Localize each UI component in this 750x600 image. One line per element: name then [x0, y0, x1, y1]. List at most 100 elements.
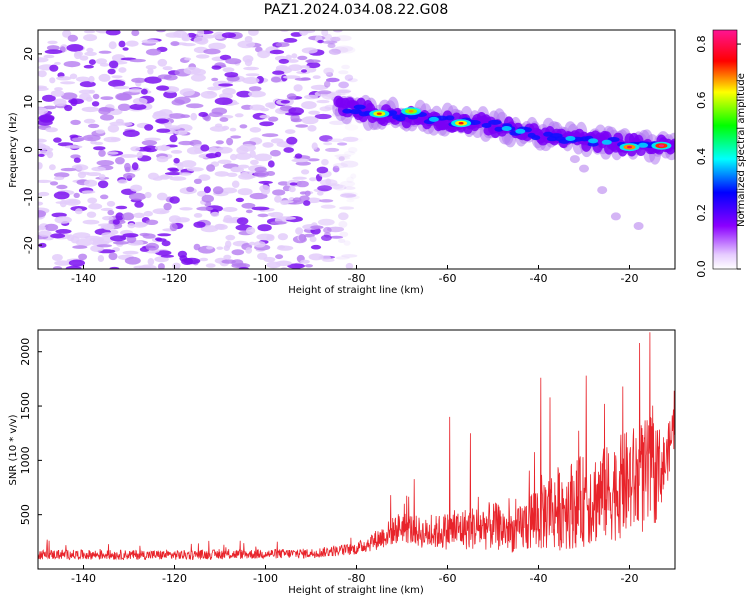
x-tick-label: -40	[530, 272, 548, 285]
noise-blob	[237, 164, 250, 169]
noise-blob	[278, 216, 296, 220]
noise-blob	[309, 236, 317, 243]
noise-blob	[239, 124, 248, 129]
noise-blob	[279, 200, 294, 204]
noise-blob	[304, 190, 311, 197]
noise-blob	[118, 40, 126, 48]
ridge-cyan	[428, 116, 439, 122]
noise-blob	[56, 76, 72, 81]
noise-blob	[323, 142, 333, 146]
noise-blob	[38, 191, 50, 197]
noise-blob	[234, 113, 244, 118]
noise-blob	[299, 195, 310, 202]
noise-blob	[338, 70, 349, 75]
noise-blob	[248, 90, 266, 98]
noise-blob	[340, 160, 359, 168]
noise-blob	[179, 88, 195, 97]
noise-blob	[210, 211, 220, 217]
noise-blob	[226, 137, 234, 146]
ridge-blue	[349, 109, 362, 115]
noise-blob	[112, 241, 129, 245]
noise-blob	[173, 157, 180, 164]
noise-blob	[83, 64, 94, 69]
noise-blob	[102, 216, 114, 221]
noise-blob	[161, 240, 171, 247]
noise-blob	[292, 176, 307, 180]
noise-blob	[308, 110, 320, 115]
noise-blob	[155, 118, 170, 124]
noise-blob	[67, 34, 79, 42]
noise-blob	[107, 151, 119, 155]
noise-blob	[236, 146, 249, 155]
noise-blob	[310, 244, 322, 250]
noise-blob	[334, 154, 352, 158]
noise-blob	[275, 254, 284, 260]
peak-center	[376, 112, 382, 115]
noise-blob	[306, 158, 320, 162]
noise-blob	[270, 221, 287, 225]
noise-blob	[193, 213, 203, 218]
noise-blob	[190, 74, 206, 82]
ridge-blue	[467, 120, 481, 125]
noise-blob	[205, 153, 219, 159]
noise-blob	[245, 209, 253, 214]
noise-blob	[319, 199, 334, 203]
noise-blob	[168, 113, 186, 119]
noise-blob	[216, 146, 233, 154]
noise-blob	[335, 88, 351, 96]
noise-blob	[100, 96, 114, 100]
noise-blob	[241, 202, 256, 209]
noise-blob	[44, 49, 63, 54]
noise-blob	[287, 263, 305, 269]
noise-blob	[267, 160, 275, 168]
noise-blob	[305, 66, 317, 73]
noise-blob	[340, 180, 356, 187]
noise-blob	[338, 212, 349, 221]
noise-blob	[79, 171, 91, 175]
noise-blob	[277, 233, 288, 241]
colorbar-bar	[713, 30, 737, 269]
noise-blob	[42, 94, 56, 102]
noise-blob	[184, 57, 192, 61]
noise-blob	[261, 133, 279, 138]
noise-blob	[84, 51, 97, 56]
noise-blob	[324, 33, 333, 42]
noise-blob	[221, 187, 238, 194]
noise-blob	[53, 191, 70, 200]
noise-blob	[350, 173, 357, 179]
x-tick-label: -100	[253, 272, 278, 285]
noise-blob	[266, 234, 275, 242]
noise-blob	[199, 257, 209, 262]
noise-blob	[123, 172, 136, 179]
noise-blob	[65, 265, 82, 269]
noise-blob	[223, 254, 232, 260]
ridge-cyan	[565, 136, 576, 141]
noise-blob	[242, 77, 260, 84]
noise-blob	[293, 84, 303, 92]
noise-blob	[344, 124, 359, 131]
spectrogram-x-ticks: -140 -120 -100 -80 -60 -40 -20	[71, 265, 638, 285]
noise-blob	[321, 234, 332, 241]
noise-blob	[105, 30, 121, 36]
noise-blob	[231, 249, 245, 256]
y-tick-label: 10	[22, 95, 35, 109]
noise-blob	[73, 192, 80, 198]
noise-blob	[141, 39, 159, 44]
noise-blob	[156, 128, 171, 133]
noise-blob	[157, 233, 172, 237]
noise-blob	[50, 233, 66, 239]
noise-blob	[46, 45, 60, 51]
noise-blob	[257, 224, 272, 232]
noise-blob	[145, 242, 159, 251]
noise-blob	[38, 179, 52, 183]
noise-blob	[221, 32, 236, 39]
noise-blob	[69, 134, 79, 139]
noise-blob	[306, 197, 322, 204]
y-tick-label: 2000	[19, 338, 32, 366]
noise-blob	[129, 58, 146, 63]
noise-blob	[117, 103, 131, 112]
noise-blob	[283, 147, 295, 153]
noise-blob	[319, 135, 333, 142]
noise-blob	[38, 242, 47, 248]
